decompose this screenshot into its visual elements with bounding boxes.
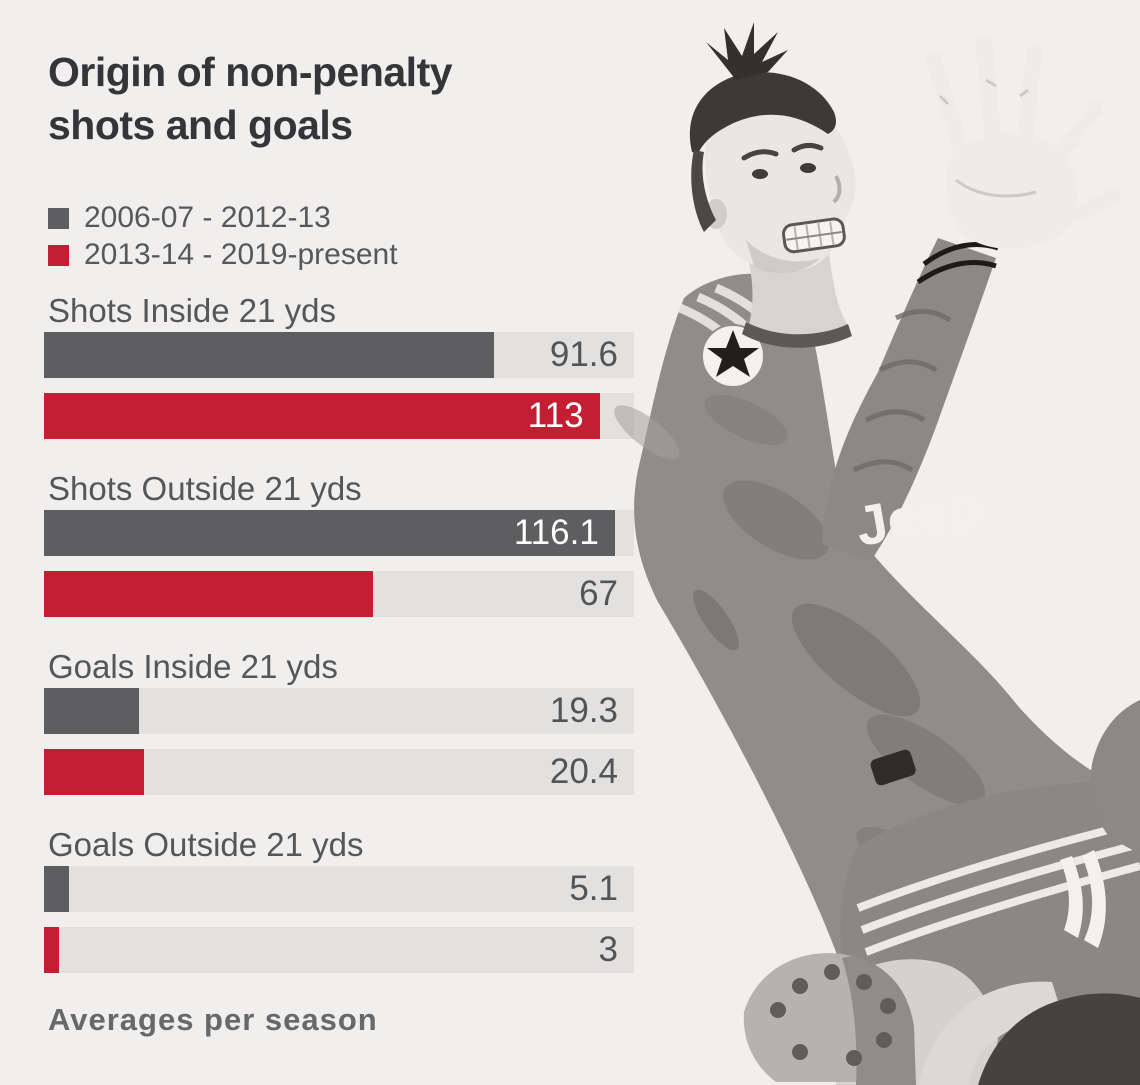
juventus-logo <box>1060 850 1106 948</box>
chart-group: Shots Inside 21 yds 91.6 113 <box>44 292 634 439</box>
bar-gray <box>44 332 495 378</box>
bar-red <box>44 571 374 617</box>
bar-track: 3 <box>44 927 634 973</box>
bar-track: 91.6 <box>44 332 634 378</box>
legend-label-red: 2013-14 - 2019-present <box>84 238 398 271</box>
collar <box>742 322 852 348</box>
eyes <box>741 142 824 161</box>
mouth <box>781 217 846 254</box>
legend-swatch-red <box>48 244 69 266</box>
sleeve-creases <box>852 309 952 473</box>
right-forearm <box>1090 700 1140 854</box>
value-label: 20.4 <box>549 752 618 791</box>
hair-bun <box>706 22 788 80</box>
bar-track: 116.1 <box>44 510 634 556</box>
value-label: 116.1 <box>513 513 599 552</box>
page-title: Origin of non-penalty shots and goals <box>48 46 453 152</box>
bar-red <box>44 927 59 973</box>
bar-gray: 116.1 <box>44 510 615 556</box>
bar-track: 5.1 <box>44 866 634 912</box>
value-label: 113 <box>527 396 584 435</box>
title-line-1: Origin of non-penalty <box>48 49 453 95</box>
chart-group: Goals Inside 21 yds 19.3 20.4 <box>44 648 634 795</box>
value-label: 3 <box>598 930 618 969</box>
raised-arm-sleeve <box>822 238 996 562</box>
calf-sock <box>978 993 1140 1085</box>
ronaldo-photo: Jeep <box>614 22 1140 1085</box>
value-label: 91.6 <box>549 335 618 374</box>
bar-gray <box>44 688 139 734</box>
sock-band <box>918 981 1062 1085</box>
bar-track: 20.4 <box>44 749 634 795</box>
bar-track: 19.3 <box>44 688 634 734</box>
group-label: Shots Outside 21 yds <box>48 470 362 507</box>
raised-hand-fingers <box>926 35 1122 228</box>
chart-group: Goals Outside 21 yds 5.1 3 <box>44 826 634 973</box>
value-label: 5.1 <box>569 869 618 908</box>
hair <box>689 72 836 154</box>
boot-studs <box>770 964 896 1066</box>
group-label: Goals Outside 21 yds <box>48 826 364 863</box>
legend-item-gray: 2006-07 - 2012-13 <box>48 201 398 234</box>
raised-hand-palm <box>946 132 1077 249</box>
bar-track: 67 <box>44 571 634 617</box>
title-line-2: shots and goals <box>48 102 353 148</box>
bar-track: 113 <box>44 393 634 439</box>
legend-item-red: 2013-14 - 2019-present <box>48 238 398 271</box>
value-label: 19.3 <box>549 691 618 730</box>
chart-group: Shots Outside 21 yds 116.1 67 <box>44 470 634 617</box>
group-label: Shots Inside 21 yds <box>48 292 337 329</box>
jersey-hem-tag <box>870 749 916 786</box>
player-figure: Jeep <box>614 22 1140 1085</box>
value-label: 67 <box>579 574 618 613</box>
bar-red <box>44 749 145 795</box>
chart-legend: 2006-07 - 2012-13 2013-14 - 2019-present <box>48 201 398 277</box>
legend-swatch-gray <box>48 207 69 229</box>
group-label: Goals Inside 21 yds <box>48 648 338 685</box>
bar-gray <box>44 866 70 912</box>
ucl-starball-badge <box>701 324 765 388</box>
finger-shading <box>938 78 1037 198</box>
chart-footnote: Averages per season <box>48 1002 378 1037</box>
hair-side <box>691 150 716 232</box>
legend-label-gray: 2006-07 - 2012-13 <box>84 201 331 234</box>
jaw-shadow <box>746 240 820 273</box>
bar-red: 113 <box>44 393 600 439</box>
